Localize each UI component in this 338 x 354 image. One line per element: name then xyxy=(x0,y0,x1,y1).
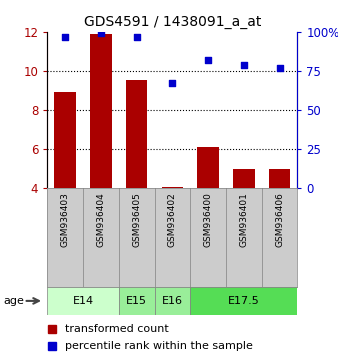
Point xyxy=(98,30,104,36)
Point xyxy=(241,62,246,67)
Bar xyxy=(233,169,255,188)
Point xyxy=(63,34,68,39)
Point xyxy=(277,65,282,70)
Text: age: age xyxy=(3,296,24,306)
Point xyxy=(170,80,175,86)
Text: GSM936402: GSM936402 xyxy=(168,193,177,247)
Text: E14: E14 xyxy=(72,296,94,306)
Text: E16: E16 xyxy=(162,296,183,306)
Bar xyxy=(90,34,112,188)
Text: GSM936406: GSM936406 xyxy=(275,193,284,247)
Text: GSM936403: GSM936403 xyxy=(61,193,70,247)
Text: E15: E15 xyxy=(126,296,147,306)
Bar xyxy=(47,287,119,315)
Bar xyxy=(154,287,190,315)
Bar xyxy=(119,287,154,315)
Bar xyxy=(190,287,297,315)
Text: GSM936401: GSM936401 xyxy=(239,193,248,247)
Text: GSM936404: GSM936404 xyxy=(96,193,105,247)
Bar xyxy=(126,80,147,188)
Bar xyxy=(197,147,219,188)
Text: percentile rank within the sample: percentile rank within the sample xyxy=(65,341,253,351)
Title: GDS4591 / 1438091_a_at: GDS4591 / 1438091_a_at xyxy=(84,16,261,29)
Text: transformed count: transformed count xyxy=(65,324,169,334)
Point xyxy=(134,34,139,39)
Point xyxy=(206,57,211,63)
Bar xyxy=(269,169,290,188)
Text: E17.5: E17.5 xyxy=(228,296,260,306)
Text: GSM936405: GSM936405 xyxy=(132,193,141,247)
Text: GSM936400: GSM936400 xyxy=(203,193,213,247)
Bar xyxy=(54,92,76,188)
Bar xyxy=(162,187,183,188)
